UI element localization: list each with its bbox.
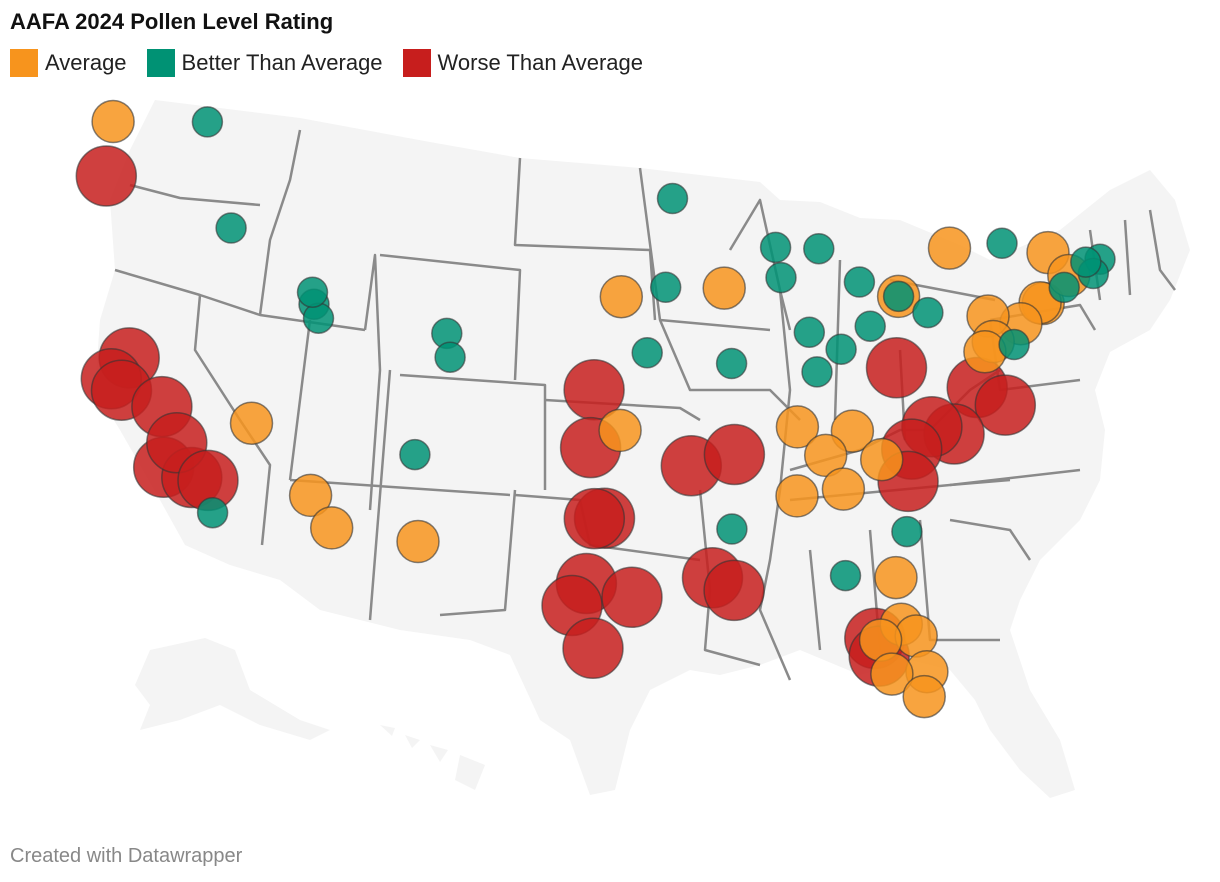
- border-wa-or: [129, 183, 261, 207]
- city-bubble-better-than-average[interactable]: [399, 438, 431, 471]
- city-bubble-better-than-average[interactable]: [631, 337, 663, 369]
- legend-swatch-worse: [402, 49, 431, 77]
- city-bubble-worse-than-average[interactable]: [865, 337, 928, 399]
- city-bubble-better-than-average[interactable]: [765, 261, 797, 294]
- city-bubble-average[interactable]: [775, 474, 819, 518]
- city-bubbles: [75, 99, 1116, 719]
- city-bubble-average[interactable]: [803, 433, 848, 478]
- city-bubble-better-than-average[interactable]: [296, 276, 329, 308]
- city-bubble-worse-than-average[interactable]: [563, 487, 626, 550]
- city-bubble-better-than-average[interactable]: [825, 333, 857, 365]
- city-bubble-better-than-average[interactable]: [715, 347, 748, 380]
- border-ia-mo: [658, 319, 801, 421]
- city-bubble-average[interactable]: [821, 467, 866, 511]
- legend-swatch-average: [10, 49, 38, 77]
- city-bubble-better-than-average[interactable]: [803, 232, 835, 265]
- city-bubble-average[interactable]: [288, 473, 333, 518]
- legend-item-worse: Worse Than Average: [402, 49, 644, 77]
- legend-label-worse: Worse Than Average: [437, 50, 644, 75]
- city-bubble-average[interactable]: [229, 401, 274, 445]
- city-bubble-better-than-average[interactable]: [829, 559, 862, 592]
- city-bubble-average[interactable]: [599, 274, 644, 319]
- city-bubble-better-than-average[interactable]: [843, 266, 876, 298]
- border-mt-wy-dakotas: [379, 253, 522, 381]
- border-nc-sc-ga: [949, 518, 1032, 561]
- legend-item-average: Average: [10, 49, 127, 77]
- city-bubble-average[interactable]: [598, 408, 642, 453]
- city-bubble-average[interactable]: [870, 652, 914, 696]
- border-va-nc: [949, 468, 1081, 487]
- alaska-land: [135, 638, 330, 740]
- city-bubble-worse-than-average[interactable]: [75, 145, 138, 207]
- city-bubble-average[interactable]: [309, 506, 354, 550]
- legend-swatch-better: [146, 49, 175, 77]
- city-bubble-worse-than-average[interactable]: [562, 617, 624, 680]
- city-bubble-better-than-average[interactable]: [793, 316, 826, 349]
- city-bubble-better-than-average[interactable]: [196, 496, 229, 529]
- city-bubble-average[interactable]: [859, 437, 904, 482]
- city-bubble-worse-than-average[interactable]: [703, 423, 766, 486]
- city-bubble-better-than-average[interactable]: [191, 106, 224, 138]
- credit-text: Created with Datawrapper: [10, 845, 243, 867]
- city-bubble-average[interactable]: [702, 266, 746, 310]
- border-ar-la: [698, 489, 761, 667]
- city-bubble-average[interactable]: [775, 405, 820, 449]
- city-bubble-worse-than-average[interactable]: [601, 566, 663, 629]
- city-bubble-average[interactable]: [91, 99, 135, 144]
- city-bubble-better-than-average[interactable]: [656, 182, 689, 215]
- city-bubble-average[interactable]: [396, 519, 440, 564]
- city-bubble-average[interactable]: [874, 555, 918, 600]
- city-bubble-better-than-average[interactable]: [215, 212, 247, 244]
- chart-title: AAFA 2024 Pollen Level Rating: [10, 9, 334, 34]
- city-bubble-average[interactable]: [902, 674, 946, 719]
- legend-label-better: Better Than Average: [181, 50, 383, 75]
- border-id-mt: [258, 129, 302, 316]
- city-bubble-better-than-average[interactable]: [716, 513, 748, 545]
- city-bubble-better-than-average[interactable]: [302, 302, 335, 334]
- border-nv-ut: [288, 319, 312, 481]
- city-bubble-better-than-average[interactable]: [434, 341, 466, 373]
- legend: Average Better Than Average Worse Than A…: [10, 48, 663, 78]
- city-bubble-better-than-average[interactable]: [986, 227, 1018, 260]
- border-tx-nm: [439, 489, 517, 617]
- city-bubble-better-than-average[interactable]: [1070, 246, 1102, 278]
- city-bubble-better-than-average[interactable]: [854, 310, 886, 342]
- legend-label-average: Average: [45, 50, 127, 75]
- border-mississippi: [758, 289, 792, 681]
- city-bubble-better-than-average[interactable]: [912, 296, 944, 329]
- us-map: [75, 99, 1190, 798]
- city-bubble-better-than-average[interactable]: [1048, 271, 1080, 304]
- city-bubble-better-than-average[interactable]: [759, 231, 792, 264]
- hawaii-land: [380, 725, 485, 790]
- border-ut-co: [363, 253, 382, 511]
- legend-item-better: Better Than Average: [146, 49, 383, 77]
- city-bubble-worse-than-average[interactable]: [703, 559, 765, 622]
- city-bubble-better-than-average[interactable]: [649, 271, 682, 304]
- city-bubble-average[interactable]: [927, 226, 972, 270]
- city-bubble-average[interactable]: [963, 330, 1007, 374]
- city-bubble-better-than-average[interactable]: [998, 328, 1030, 361]
- city-bubble-better-than-average[interactable]: [882, 280, 915, 313]
- city-bubble-better-than-average[interactable]: [801, 356, 833, 388]
- city-bubble-worse-than-average[interactable]: [974, 374, 1037, 436]
- border-ne-ks: [399, 373, 547, 490]
- city-bubble-better-than-average[interactable]: [891, 515, 923, 548]
